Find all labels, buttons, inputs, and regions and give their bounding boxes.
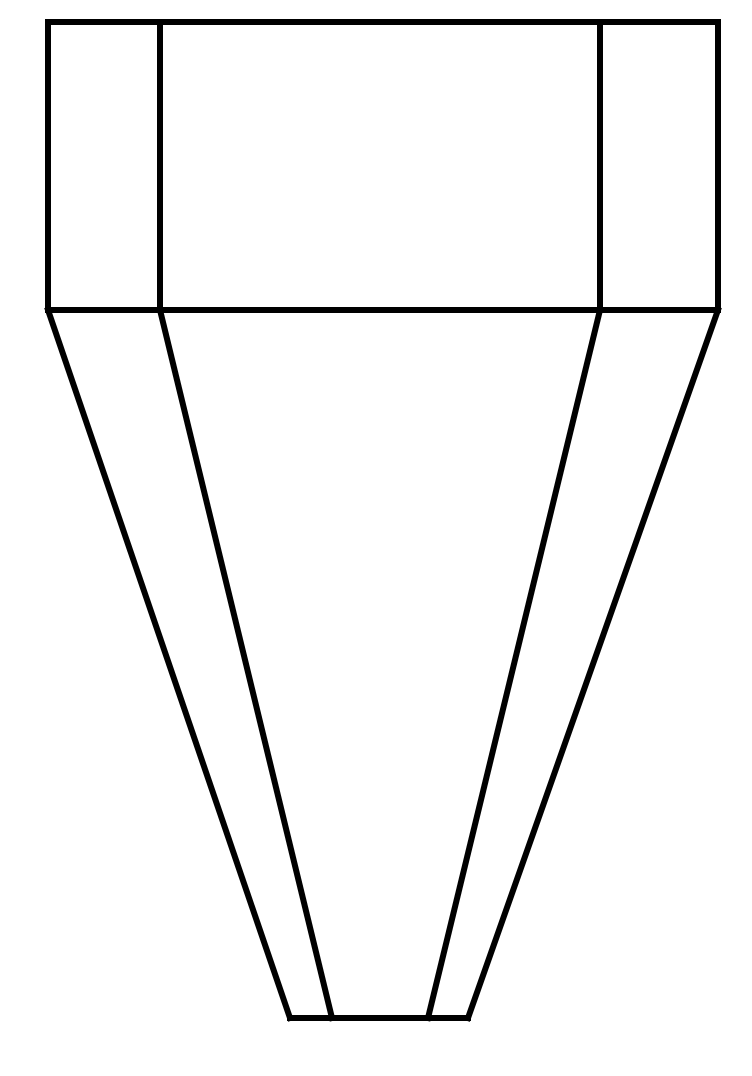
hopper-diagram	[0, 0, 752, 1076]
